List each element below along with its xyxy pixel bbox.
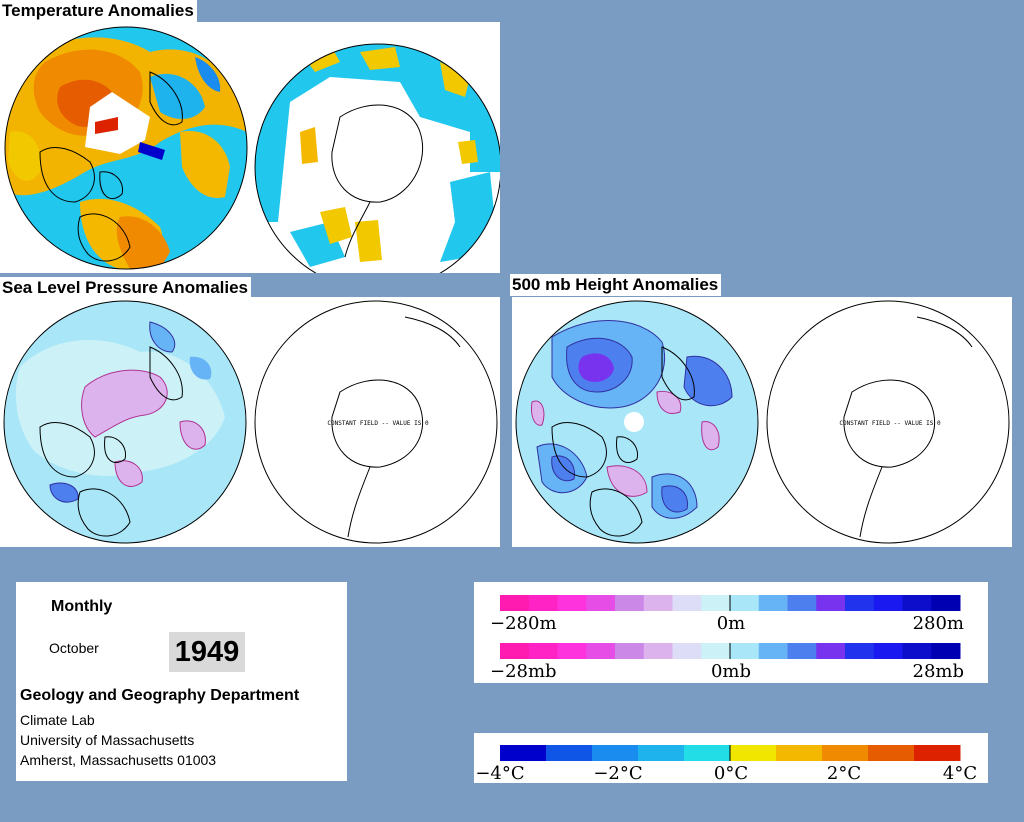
pressure-min-label: −28mb	[490, 661, 557, 682]
pressure-bar-swatch	[615, 643, 645, 659]
pressure-bar-swatch	[643, 643, 673, 659]
temp-bar-swatch	[914, 745, 961, 761]
height-bar-swatch	[586, 595, 616, 611]
temp-bar-swatch	[500, 745, 547, 761]
temp-bar-swatch	[868, 745, 915, 761]
period-label: Monthly	[51, 598, 113, 615]
department-label: Geology and Geography Department	[20, 687, 300, 704]
height-maps: CONSTANT FIELD -- VALUE IS 0	[515, 300, 1010, 544]
pressure-bar-swatch	[873, 643, 903, 659]
height-anomalies-title: 500 mb Height Anomalies	[510, 274, 722, 296]
temp-label-zero: 0°C	[714, 763, 748, 783]
month-label: October	[49, 640, 99, 656]
pressure-bar-swatch	[528, 643, 558, 659]
pressure-bar-swatch	[701, 643, 731, 659]
year-label: 1949	[169, 632, 245, 672]
slp-maps-panel: CONSTANT FIELD -- VALUE IS 0	[0, 297, 500, 547]
height-max-label: 280m	[913, 613, 964, 634]
pressure-bar-swatch	[816, 643, 846, 659]
height-bar-swatch	[730, 595, 760, 611]
temperature-legend: −4°C −2°C 0°C 2°C 4°C	[474, 733, 988, 784]
temp-label-minus4: −4°C	[475, 763, 524, 783]
height-constant-field-note: CONSTANT FIELD -- VALUE IS 0	[839, 420, 941, 427]
pressure-bar-swatch	[557, 643, 587, 659]
height-bar-swatch	[500, 595, 530, 611]
nh-slp-map	[4, 301, 246, 543]
sh-height-map: CONSTANT FIELD -- VALUE IS 0	[766, 300, 1010, 544]
pressure-bar-swatch	[902, 643, 932, 659]
height-bar-swatch	[816, 595, 846, 611]
temp-bar-swatch	[546, 745, 593, 761]
height-bar-swatch	[758, 595, 788, 611]
temp-bar-swatch	[592, 745, 639, 761]
height-min-label: −280m	[490, 613, 557, 634]
temperature-maps-panel	[0, 22, 500, 273]
height-zero-label: 0m	[717, 613, 746, 634]
pressure-bar-swatch	[845, 643, 875, 659]
university-label: University of Massachusetts	[20, 732, 195, 748]
nh-height-map	[516, 301, 758, 543]
height-bar-swatch	[557, 595, 587, 611]
slp-maps: CONSTANT FIELD -- VALUE IS 0	[3, 300, 498, 544]
pressure-bar-swatch	[931, 643, 961, 659]
height-bar-swatch	[701, 595, 731, 611]
pressure-bar-swatch	[787, 643, 817, 659]
address-label: Amherst, Massachusetts 01003	[20, 752, 217, 768]
anomaly-legends: −280m 0m 280m −28mb 0mb 28mb	[474, 582, 988, 683]
slp-anomalies-title: Sea Level Pressure Anomalies	[0, 277, 252, 299]
temperature-anomalies-title: Temperature Anomalies	[0, 0, 197, 22]
sh-slp-map: CONSTANT FIELD -- VALUE IS 0	[254, 300, 498, 544]
height-bar-swatch	[931, 595, 961, 611]
slp-constant-field-note: CONSTANT FIELD -- VALUE IS 0	[327, 420, 429, 427]
pressure-bar-swatch	[586, 643, 616, 659]
height-bar-swatch	[528, 595, 558, 611]
nh-temperature-map	[5, 27, 247, 269]
height-bar-swatch	[672, 595, 702, 611]
height-bar-swatch	[873, 595, 903, 611]
temperature-color-bar	[500, 745, 961, 761]
temp-bar-swatch	[730, 745, 777, 761]
pressure-bar-swatch	[672, 643, 702, 659]
temp-bar-swatch	[638, 745, 685, 761]
temp-bar-swatch	[822, 745, 869, 761]
height-bar-swatch	[787, 595, 817, 611]
pressure-bar-swatch	[730, 643, 760, 659]
height-bar-swatch	[615, 595, 645, 611]
pressure-zero-label: 0mb	[711, 661, 751, 682]
lab-label: Climate Lab	[20, 712, 95, 728]
info-box: Monthly October 1949 Geology and Geograp…	[16, 582, 347, 781]
temp-bar-swatch	[776, 745, 823, 761]
temp-label-minus2: −2°C	[593, 763, 642, 783]
pressure-max-label: 28mb	[913, 661, 965, 682]
temp-bar-swatch	[684, 745, 731, 761]
height-maps-panel: CONSTANT FIELD -- VALUE IS 0	[512, 297, 1012, 547]
pressure-bar-swatch	[758, 643, 788, 659]
pressure-color-bar	[500, 643, 961, 659]
height-bar-swatch	[845, 595, 875, 611]
height-bar-swatch	[902, 595, 932, 611]
height-color-bar	[500, 595, 961, 611]
temp-label-plus2: 2°C	[827, 763, 861, 783]
temp-label-plus4: 4°C	[943, 763, 977, 783]
temperature-maps	[4, 26, 500, 273]
height-bar-swatch	[643, 595, 673, 611]
pressure-bar-swatch	[500, 643, 530, 659]
